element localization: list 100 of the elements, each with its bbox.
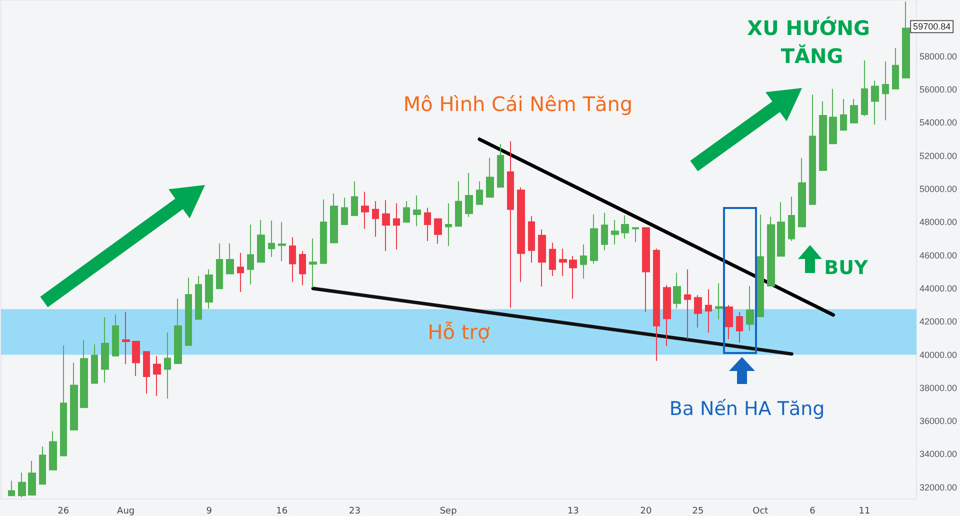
candlestick [8, 480, 15, 496]
candlestick [226, 242, 234, 274]
x-tick-label: Oct [752, 506, 769, 516]
annotation: Ba Nến HA Tăng [669, 398, 825, 420]
y-tick-label: 46000.00 [919, 250, 958, 260]
candlestick [621, 215, 629, 240]
candlestick [549, 242, 556, 277]
candlestick [393, 202, 400, 250]
candlestick [777, 202, 785, 257]
candlestick [320, 198, 327, 264]
candlestick [767, 216, 775, 286]
candlestick [871, 80, 879, 125]
candlestick [902, 1, 910, 78]
candlestick [601, 212, 608, 251]
candlestick [132, 340, 140, 376]
candlestick [80, 340, 88, 408]
candlestick [257, 220, 265, 263]
x-tick-label: 20 [640, 506, 652, 516]
candlestick [299, 250, 306, 286]
band-label: Hỗ trợ [428, 320, 490, 344]
candlestick [174, 298, 182, 364]
candlestick [70, 362, 78, 430]
candlestick [892, 47, 899, 90]
candlestick [590, 214, 598, 264]
x-tick-label: 25 [692, 506, 704, 516]
candlestick [455, 180, 462, 227]
y-tick-label: 44000.00 [919, 283, 958, 294]
candlestick [673, 272, 681, 309]
candlestick [642, 226, 650, 312]
candlestick [497, 143, 504, 188]
candlestick [788, 196, 795, 242]
x-tick-label: 16 [276, 506, 288, 516]
y-tick-label: 54000.00 [919, 118, 958, 128]
candlestick [195, 276, 202, 320]
candlestick [694, 294, 702, 328]
candlestick [91, 344, 98, 384]
candlestick [809, 94, 816, 205]
x-tick-label: Sep [440, 506, 458, 516]
y-tick-label: 58000.00 [919, 51, 958, 62]
x-tick-label: 6 [810, 506, 816, 516]
candlestick [403, 200, 410, 223]
candlestick [840, 98, 847, 131]
y-tick-label: 48000.00 [919, 217, 958, 228]
candlestick [309, 238, 317, 288]
candlestick [143, 351, 150, 394]
candlestick [850, 98, 858, 124]
y-tick-label: 34000.00 [919, 449, 958, 460]
candlestick [330, 192, 338, 244]
candlestick [705, 288, 712, 334]
candlestick [528, 216, 535, 264]
candlestick [424, 207, 431, 242]
candlestick [684, 268, 691, 340]
x-tick-label: 26 [58, 506, 70, 516]
candlestick [101, 316, 109, 384]
candlestick [715, 282, 723, 320]
candlestick [185, 277, 192, 346]
candlestick [205, 268, 213, 310]
candlestick [341, 197, 348, 225]
candlestick [882, 60, 889, 121]
annotation: XU HƯỚNG TĂNG [747, 16, 877, 68]
candlestick [538, 228, 546, 288]
x-tick-label: 11 [858, 506, 870, 516]
candlestick [122, 312, 130, 365]
candlestick [361, 191, 369, 230]
candlestick [736, 312, 743, 344]
candlestick [112, 314, 119, 356]
candlestick [580, 244, 587, 280]
y-tick-label: 40000.00 [919, 350, 958, 360]
candlestick [434, 218, 442, 244]
y-tick-label: 42000.00 [919, 316, 958, 327]
candlestick [819, 100, 827, 171]
candlestick [164, 332, 171, 400]
candlestick [247, 224, 254, 285]
annotation: 59700.84 [913, 22, 951, 32]
candlestick [725, 304, 733, 340]
candlestick [798, 158, 806, 228]
candlestick [486, 157, 494, 198]
x-tick-label: Aug [117, 506, 135, 516]
candlestick [268, 220, 275, 258]
candlestick [663, 284, 671, 346]
candlestick [507, 140, 514, 308]
candlestick [153, 355, 161, 396]
x-tick-label: 23 [348, 506, 360, 516]
candlestick [829, 88, 837, 144]
x-tick-label: 9 [206, 506, 212, 516]
candlestick [351, 180, 358, 216]
y-tick-label: 36000.00 [919, 416, 958, 426]
candlestick [28, 460, 36, 496]
y-tick-label: 56000.00 [919, 84, 958, 95]
candlestick [289, 236, 296, 282]
candlestick [445, 202, 452, 247]
candlestick [278, 222, 286, 262]
candlestick [559, 248, 567, 277]
y-tick-label: 52000.00 [919, 150, 958, 161]
candlestick [569, 255, 577, 300]
y-tick-label: 32000.00 [919, 482, 958, 492]
candlestick [372, 200, 379, 238]
candlestick [517, 186, 525, 282]
x-tick-label: 13 [567, 506, 579, 516]
candlestick [216, 242, 223, 290]
